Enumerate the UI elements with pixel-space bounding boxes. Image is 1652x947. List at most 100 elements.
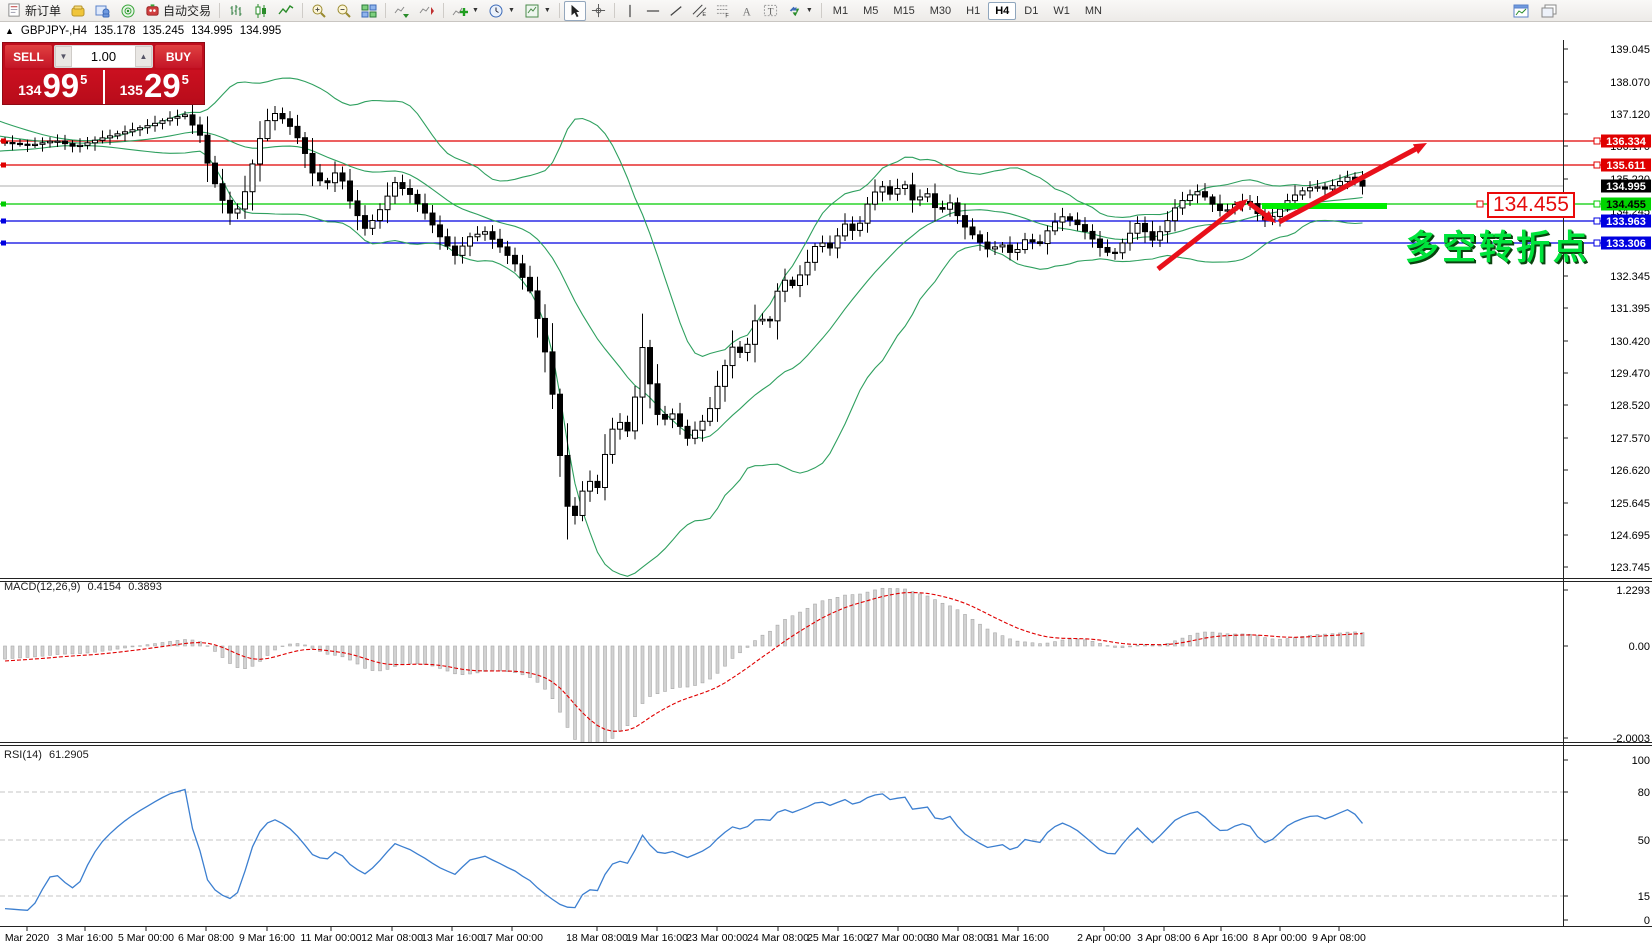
buy-price-sup: 5 (181, 72, 189, 87)
zoom-in-button[interactable] (307, 1, 331, 21)
new-order-label: 新订单 (25, 4, 62, 18)
volume-increase-button[interactable]: ▲ (135, 46, 152, 67)
new-order-button[interactable]: 新订单 (3, 1, 65, 21)
timeframe-H4[interactable]: H4 (988, 1, 1017, 20)
buy-price-tile[interactable]: 135 29 5 (104, 69, 204, 104)
macd-signal-line (4, 591, 1363, 732)
channel-tool-button[interactable]: E (688, 1, 711, 21)
zoom-out-button[interactable] (332, 1, 356, 21)
time-axis-label: 3 Apr 08:00 (1137, 932, 1191, 944)
macd-tick-label: 0.00 (1629, 641, 1650, 653)
level-handle-square[interactable] (1593, 239, 1601, 247)
macd-tick-label: -2.0003 (1613, 733, 1650, 745)
level-handle-square[interactable] (1, 138, 6, 144)
level-handle-square[interactable] (1593, 200, 1601, 208)
tile-windows-button[interactable] (357, 1, 381, 21)
autotrade-button[interactable]: 自动交易 (141, 1, 215, 21)
support-zone-bar[interactable] (1262, 203, 1387, 209)
level-handle-square[interactable] (1593, 161, 1601, 169)
rsi-name: RSI(14) (4, 749, 42, 761)
level-handle-square[interactable] (1, 240, 6, 246)
rsi-tick-label: 0 (1644, 915, 1650, 927)
macd-tick-label: 1.2293 (1616, 585, 1650, 597)
level-handle-square[interactable] (1, 201, 6, 207)
level-handle-square[interactable] (1, 162, 6, 168)
chart-window-icon (1513, 4, 1529, 17)
arrows-tool-button[interactable]: ▼ (783, 1, 817, 21)
chart-canvas[interactable]: 139.045138.070137.120136.170135.220134.2… (0, 40, 1652, 947)
vertical-line-tool-button[interactable] (619, 1, 641, 21)
price-alert-box[interactable]: 134.455 (1487, 192, 1575, 218)
market-watch-button[interactable] (91, 1, 115, 21)
text-tool-button[interactable]: A (736, 1, 758, 21)
chart-shift-button[interactable] (415, 1, 439, 21)
zoom-in-icon (312, 4, 326, 18)
horizontal-line-tool-button[interactable] (642, 1, 664, 21)
crosshair-tool-button[interactable] (587, 1, 610, 21)
timeframe-M15[interactable]: M15 (893, 4, 915, 17)
auto-scroll-icon (394, 6, 410, 18)
sell-price-tile[interactable]: 134 99 5 (3, 69, 105, 104)
volume-input[interactable] (72, 46, 135, 67)
cursor-tool-button[interactable] (563, 0, 586, 21)
main-toolbar: 新订单 自动交易 ▼ ▼ (0, 0, 1652, 22)
turning-point-note[interactable]: 多空转折点 (1405, 230, 1590, 267)
level-handle-square[interactable] (1, 218, 6, 224)
rsi-tick-label: 80 (1638, 787, 1650, 799)
buy-button[interactable]: BUY (155, 45, 202, 68)
timeframe-MN[interactable]: MN (1084, 4, 1102, 17)
templates-button[interactable]: ▼ (520, 1, 555, 21)
timeframe-M30[interactable]: M30 (929, 4, 952, 17)
add-indicator-icon (452, 7, 469, 16)
time-axis-label: 24 Mar 08:00 (747, 932, 809, 944)
horizontal-line-icon (646, 9, 659, 12)
volume-decrease-button[interactable]: ▼ (55, 46, 72, 67)
toolbar-separator (219, 3, 221, 18)
trendline-tool-button[interactable] (665, 1, 687, 21)
buy-price-prefix: 135 (119, 82, 143, 98)
fibonacci-tool-button[interactable]: F (712, 1, 735, 21)
toolbar-separator (385, 3, 387, 18)
new-order-icon (8, 3, 20, 17)
timeframe-W1[interactable]: W1 (1053, 4, 1070, 17)
chart-bars-button[interactable] (224, 1, 248, 21)
chart-candles-button[interactable] (249, 1, 273, 21)
rsi-label: RSI(14) 61.2905 (4, 749, 93, 761)
quote-low: 134.995 (191, 25, 233, 37)
time-axis-label: 3 Mar 16:00 (57, 932, 113, 944)
auto-scroll-button[interactable] (390, 1, 414, 21)
time-axis-label: 11 Mar 00:00 (300, 932, 361, 944)
text-label-tool-button[interactable]: T (759, 1, 782, 21)
timeframe-D1[interactable]: D1 (1024, 4, 1039, 17)
timeframe-group: M1 M5 M15 M30 H1 H4 D1 W1 MN (826, 1, 1109, 20)
signals-button[interactable] (116, 1, 140, 21)
history-button[interactable] (66, 1, 90, 21)
macd-value-signal: 0.3893 (128, 581, 162, 593)
sell-button[interactable]: SELL (5, 45, 52, 68)
level-handle-square[interactable] (1593, 217, 1601, 225)
cursor-icon (571, 4, 580, 17)
price-badge-label: 135.611 (1606, 160, 1645, 172)
periods-button[interactable]: ▼ (484, 1, 519, 21)
timeframe-H1[interactable]: H1 (966, 4, 981, 17)
time-axis-label: 17 Mar 00:00 (481, 932, 543, 944)
trend-arrows[interactable] (1156, 143, 1427, 271)
price-badge-label: 133.306 (1606, 238, 1646, 250)
leader-handle-square[interactable] (1476, 200, 1484, 208)
time-axis-label: 13 Mar 16:00 (421, 932, 483, 944)
price-tick-label: 139.045 (1610, 44, 1650, 56)
timeframe-M5[interactable]: M5 (863, 4, 879, 17)
time-axis-label: 12 Mar 08:00 (361, 932, 423, 944)
time-axis-label: 5 Mar 00:00 (118, 932, 174, 944)
cascade-windows-icon (1541, 4, 1557, 17)
cascade-windows-button[interactable] (1537, 1, 1561, 21)
chevron-down-icon: ▼ (805, 7, 813, 14)
indicators-button[interactable]: ▼ (448, 1, 483, 21)
chart-window-button[interactable] (1509, 1, 1533, 21)
toolbar-right-group (1509, 1, 1561, 21)
level-handle-square[interactable] (1593, 137, 1601, 145)
chart-line-button[interactable] (274, 1, 298, 21)
rsi-value: 61.2905 (48, 749, 89, 761)
timeframe-M1[interactable]: M1 (832, 4, 849, 17)
vertical-line-icon (629, 4, 631, 17)
